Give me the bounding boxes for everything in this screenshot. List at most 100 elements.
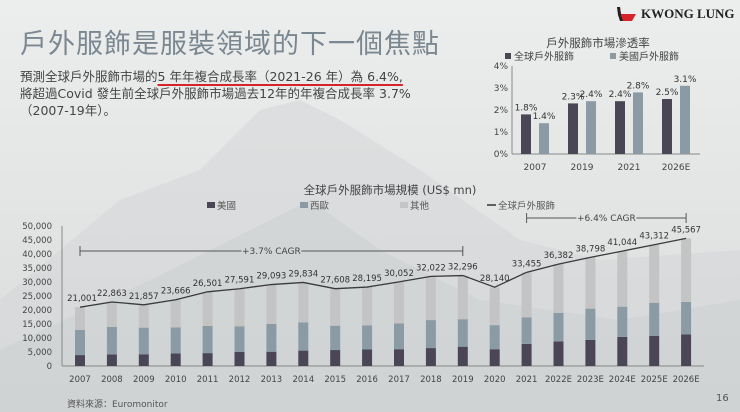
summary-highlight: 5 年年複合成長率（2021-26 年）為 6.4%, bbox=[157, 69, 403, 84]
bar-us bbox=[75, 355, 85, 366]
bar-europe bbox=[553, 312, 564, 342]
legend-label-other: 其他 bbox=[410, 200, 430, 212]
x-tick-label: 2011 bbox=[197, 375, 219, 385]
bar-europe bbox=[138, 327, 149, 355]
x-tick-label: 2020 bbox=[484, 375, 506, 385]
bar-us bbox=[553, 341, 564, 366]
legend-label-line: 全球戶外服飾 bbox=[498, 200, 555, 212]
x-tick-label: 2026E bbox=[673, 375, 700, 385]
bar-europe bbox=[75, 329, 85, 356]
x-tick-label: 2010 bbox=[165, 375, 187, 385]
page-title: 戶外服飾是服裝領域的下一個焦點 bbox=[20, 29, 440, 60]
data-label: 1.4% bbox=[533, 112, 556, 122]
x-tick-label: 2025E bbox=[641, 375, 668, 385]
bar-europe bbox=[106, 326, 117, 355]
bar-other bbox=[234, 288, 245, 327]
bar-europe bbox=[425, 320, 436, 349]
data-label: 2.4% bbox=[609, 90, 632, 100]
data-label: 28,140 bbox=[480, 274, 510, 284]
data-label: 45,567 bbox=[671, 225, 701, 235]
x-tick-label: 2008 bbox=[101, 375, 123, 385]
x-tick-label: 2024E bbox=[609, 375, 636, 385]
bar-us bbox=[617, 336, 628, 366]
bar-us bbox=[681, 334, 692, 366]
cagr-label: +3.7% CAGR bbox=[242, 247, 301, 257]
y-tick-label: 4% bbox=[494, 62, 509, 72]
data-label: 2.5% bbox=[656, 88, 679, 98]
x-tick-label: 2022E bbox=[545, 375, 572, 385]
bar-other bbox=[170, 299, 181, 328]
x-tick-label: 2013 bbox=[261, 375, 283, 385]
bar-other bbox=[362, 287, 373, 326]
legend-swatch-other bbox=[400, 202, 408, 208]
bar-europe bbox=[457, 319, 468, 347]
data-label: 27,591 bbox=[225, 276, 255, 286]
cagr-label: +6.4% CAGR bbox=[577, 214, 636, 224]
bar-global bbox=[615, 101, 625, 154]
bar-us bbox=[586, 101, 596, 154]
bar-other bbox=[266, 284, 277, 324]
legend-swatch-us bbox=[207, 202, 215, 208]
y-tick-label: 0% bbox=[494, 150, 509, 160]
source-note: 資料來源：Euromonitor bbox=[67, 400, 168, 410]
bar-us bbox=[457, 346, 468, 366]
x-tick-label: 2019 bbox=[571, 163, 594, 173]
y-tick-label: 25,000 bbox=[22, 292, 52, 302]
summary-prefix: 預測全球戶外服飾市場的 bbox=[20, 69, 158, 84]
legend-label-us: 美國 bbox=[217, 200, 236, 212]
bar-us bbox=[138, 354, 149, 366]
bar-us bbox=[649, 335, 660, 366]
y-tick-label: 15,000 bbox=[22, 320, 52, 330]
data-label: 3.1% bbox=[674, 75, 697, 85]
data-label: 38,798 bbox=[576, 244, 606, 254]
bar-us bbox=[234, 352, 245, 366]
y-tick-label: 0 bbox=[47, 362, 52, 372]
bar-other bbox=[298, 282, 309, 323]
data-label: 2.3% bbox=[562, 92, 585, 102]
data-label: 30,052 bbox=[384, 269, 414, 279]
bar-europe bbox=[681, 301, 692, 335]
y-tick-label: 45,000 bbox=[22, 236, 52, 246]
data-label: 2.4% bbox=[580, 90, 603, 100]
bar-europe bbox=[234, 326, 245, 352]
x-tick-label: 2007 bbox=[524, 163, 547, 173]
bar-us bbox=[298, 350, 309, 366]
data-label: 2.8% bbox=[627, 81, 650, 91]
line-global-total bbox=[79, 237, 687, 308]
data-label: 27,608 bbox=[320, 276, 350, 286]
x-tick-label: 2021 bbox=[618, 163, 641, 173]
bar-us bbox=[394, 349, 404, 366]
bar-europe bbox=[362, 325, 373, 350]
bar-europe bbox=[170, 327, 181, 354]
x-tick-label: 2014 bbox=[292, 375, 314, 385]
bar-us bbox=[202, 353, 213, 366]
legend-swatch-us bbox=[610, 53, 616, 59]
page-number: 16 bbox=[716, 393, 729, 404]
data-label: 33,455 bbox=[512, 259, 542, 269]
data-label: 41,044 bbox=[607, 238, 637, 248]
bar-other bbox=[106, 301, 117, 327]
data-label: 32,296 bbox=[448, 263, 478, 273]
bar-us bbox=[330, 350, 341, 366]
bar-europe bbox=[585, 308, 596, 340]
bar-europe bbox=[394, 323, 404, 350]
bar-us bbox=[680, 85, 690, 154]
data-label: 23,666 bbox=[161, 287, 191, 297]
bar-global bbox=[568, 103, 578, 154]
bar-other bbox=[457, 275, 468, 320]
bar-other bbox=[202, 291, 213, 326]
legend-swatch-global bbox=[505, 53, 511, 59]
data-label: 1.8% bbox=[515, 103, 538, 113]
bar-us bbox=[425, 348, 436, 366]
bar-other bbox=[330, 288, 341, 326]
y-tick-label: 30,000 bbox=[22, 278, 52, 288]
y-tick-label: 35,000 bbox=[22, 264, 52, 274]
bar-us bbox=[539, 123, 549, 154]
legend-label-europe: 西歐 bbox=[310, 200, 330, 212]
data-label: 29,834 bbox=[288, 269, 318, 279]
bar-us bbox=[266, 351, 277, 366]
data-label: 26,501 bbox=[193, 279, 223, 289]
bar-europe bbox=[521, 317, 532, 344]
bar-us bbox=[633, 92, 643, 154]
